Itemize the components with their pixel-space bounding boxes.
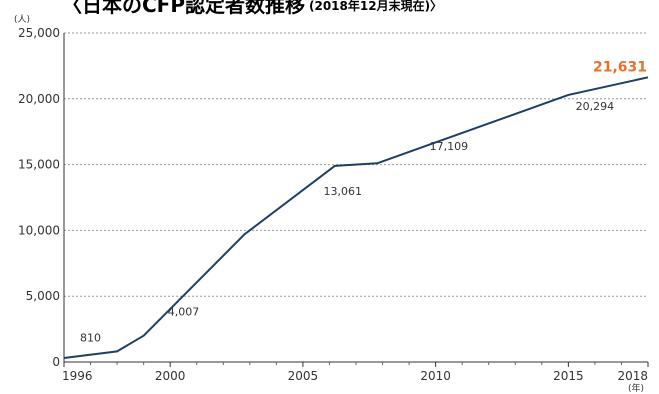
chart-title-main: 〈日本のCFP認定者数推移 (62, 0, 305, 17)
series-line (63, 76, 649, 360)
x-tick-label: 2010 (420, 369, 451, 383)
x-tick-label: 2000 (155, 369, 186, 383)
x-tick-label: 2015 (553, 369, 584, 383)
y-tick-label: 20,000 (18, 92, 60, 106)
data-label: 810 (80, 331, 101, 344)
data-label: 17,109 (430, 140, 469, 153)
x-tick-labels: 1996 2000 2005 2010 2015 2018 (62, 369, 648, 383)
x-tick-label: 2005 (288, 369, 319, 383)
y-tick-label: 10,000 (18, 223, 60, 237)
y-tick-label: 15,000 (18, 158, 60, 172)
data-label: 13,061 (323, 185, 362, 198)
chart-title: 〈日本のCFP認定者数推移 (2018年12月末現在)〉 (62, 0, 442, 17)
axes (63, 33, 649, 367)
x-tick-label: 2018 (617, 369, 648, 383)
y-tick-label: 5,000 (26, 289, 60, 303)
y-tick-label: 0 (52, 355, 60, 369)
data-label: 4,007 (168, 305, 200, 318)
y-tick-label: 25,000 (18, 26, 60, 40)
y-tick-labels: 0 5,000 10,000 15,000 20,000 25,000 (18, 26, 60, 369)
x-unit-label: (年) (628, 382, 644, 394)
x-tick-label: 1996 (62, 369, 93, 383)
series-polyline (63, 76, 649, 360)
data-labels: 810 4,007 13,061 17,109 20,294 21,631 (80, 59, 647, 344)
data-label: 20,294 (576, 100, 615, 113)
y-unit-label: (人) (14, 14, 30, 25)
chart-subtitle: (2018年12月末現在)〉 (309, 0, 442, 13)
data-label-highlight: 21,631 (593, 59, 647, 75)
